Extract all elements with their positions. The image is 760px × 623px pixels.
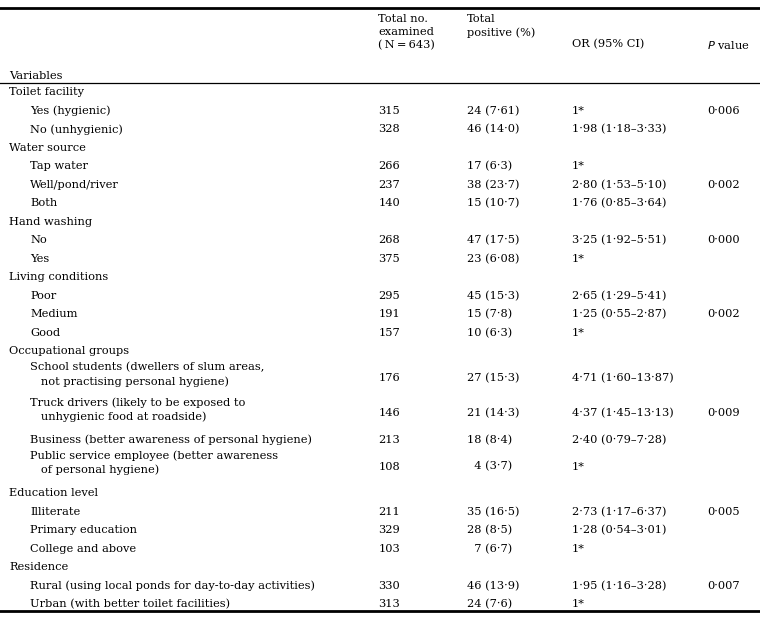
Text: 266: 266 (378, 161, 401, 171)
Text: 268: 268 (378, 235, 401, 245)
Text: 1*: 1* (572, 328, 584, 338)
Text: Tap water: Tap water (30, 161, 88, 171)
Text: Urban (with better toilet facilities): Urban (with better toilet facilities) (30, 599, 230, 609)
Text: Business (better awareness of personal hygiene): Business (better awareness of personal h… (30, 434, 312, 445)
Text: 0·002: 0·002 (707, 309, 739, 319)
Text: 15 (10·7): 15 (10·7) (467, 198, 519, 209)
Text: 211: 211 (378, 506, 401, 516)
Text: 1*: 1* (572, 254, 584, 264)
Text: 1*: 1* (572, 462, 584, 472)
Text: 330: 330 (378, 581, 401, 591)
Text: 3·25 (1·92–5·51): 3·25 (1·92–5·51) (572, 235, 666, 245)
Text: Yes: Yes (30, 254, 49, 264)
Text: 24 (7·61): 24 (7·61) (467, 105, 519, 116)
Text: 1·25 (0·55–2·87): 1·25 (0·55–2·87) (572, 309, 666, 320)
Text: No: No (30, 235, 47, 245)
Text: Variables: Variables (9, 70, 62, 80)
Text: Education level: Education level (9, 488, 98, 498)
Text: 7 (6·7): 7 (6·7) (467, 544, 512, 554)
Text: 45 (15·3): 45 (15·3) (467, 290, 519, 301)
Text: 28 (8·5): 28 (8·5) (467, 525, 512, 535)
Text: Primary education: Primary education (30, 525, 138, 535)
Text: Yes (hygienic): Yes (hygienic) (30, 105, 111, 116)
Text: 4 (3·7): 4 (3·7) (467, 462, 512, 472)
Text: 38 (23·7): 38 (23·7) (467, 179, 519, 190)
Text: 18 (8·4): 18 (8·4) (467, 435, 512, 445)
Text: 10 (6·3): 10 (6·3) (467, 328, 512, 338)
Text: Good: Good (30, 328, 61, 338)
Text: 0·002: 0·002 (707, 180, 739, 190)
Text: Residence: Residence (9, 562, 68, 573)
Text: 1·76 (0·85–3·64): 1·76 (0·85–3·64) (572, 198, 666, 209)
Text: Water source: Water source (9, 143, 86, 153)
Text: 1*: 1* (572, 161, 584, 171)
Text: 24 (7·6): 24 (7·6) (467, 599, 512, 609)
Text: Toilet facility: Toilet facility (9, 87, 84, 97)
Text: 1·98 (1·18–3·33): 1·98 (1·18–3·33) (572, 124, 666, 135)
Text: Living conditions: Living conditions (9, 272, 109, 282)
Text: 329: 329 (378, 525, 401, 535)
Text: 1·95 (1·16–3·28): 1·95 (1·16–3·28) (572, 581, 666, 591)
Text: 35 (16·5): 35 (16·5) (467, 506, 519, 517)
Text: 0·009: 0·009 (707, 408, 739, 418)
Text: 328: 328 (378, 124, 401, 134)
Text: 17 (6·3): 17 (6·3) (467, 161, 512, 171)
Text: Public service employee (better awareness
   of personal hygiene): Public service employee (better awarenes… (30, 451, 278, 475)
Text: Well/pond/river: Well/pond/river (30, 180, 119, 190)
Text: 46 (14·0): 46 (14·0) (467, 124, 519, 135)
Text: 0·000: 0·000 (707, 235, 739, 245)
Text: Medium: Medium (30, 309, 78, 319)
Text: Illiterate: Illiterate (30, 506, 81, 516)
Text: 191: 191 (378, 309, 401, 319)
Text: Both: Both (30, 198, 58, 208)
Text: 313: 313 (378, 599, 401, 609)
Text: Total no.
examined
( N = 643): Total no. examined ( N = 643) (378, 14, 435, 50)
Text: 237: 237 (378, 180, 401, 190)
Text: 1*: 1* (572, 544, 584, 554)
Text: 4·71 (1·60–13·87): 4·71 (1·60–13·87) (572, 373, 673, 383)
Text: 2·80 (1·53–5·10): 2·80 (1·53–5·10) (572, 179, 666, 190)
Text: 375: 375 (378, 254, 401, 264)
Text: 15 (7·8): 15 (7·8) (467, 309, 512, 320)
Text: College and above: College and above (30, 544, 137, 554)
Text: 2·40 (0·79–7·28): 2·40 (0·79–7·28) (572, 435, 666, 445)
Text: 1*: 1* (572, 106, 584, 116)
Text: 108: 108 (378, 462, 401, 472)
Text: 27 (15·3): 27 (15·3) (467, 373, 519, 383)
Text: Truck drivers (likely to be exposed to
   unhygienic food at roadside): Truck drivers (likely to be exposed to u… (30, 397, 245, 422)
Text: 0·005: 0·005 (707, 506, 739, 516)
Text: 0·007: 0·007 (707, 581, 739, 591)
Text: 2·73 (1·17–6·37): 2·73 (1·17–6·37) (572, 506, 666, 517)
Text: Hand washing: Hand washing (9, 217, 92, 227)
Text: 315: 315 (378, 106, 401, 116)
Text: Poor: Poor (30, 291, 57, 301)
Text: 157: 157 (378, 328, 401, 338)
Text: OR (95% CI): OR (95% CI) (572, 39, 644, 49)
Text: 47 (17·5): 47 (17·5) (467, 235, 519, 245)
Text: 23 (6·08): 23 (6·08) (467, 254, 519, 264)
Text: 21 (14·3): 21 (14·3) (467, 408, 519, 418)
Text: 140: 140 (378, 198, 401, 208)
Text: Occupational groups: Occupational groups (9, 346, 129, 356)
Text: 1·28 (0·54–3·01): 1·28 (0·54–3·01) (572, 525, 666, 535)
Text: 146: 146 (378, 408, 401, 418)
Text: 2·65 (1·29–5·41): 2·65 (1·29–5·41) (572, 290, 666, 301)
Text: $\mathit{P}$ value: $\mathit{P}$ value (707, 39, 749, 51)
Text: 103: 103 (378, 544, 401, 554)
Text: School students (dwellers of slum areas,
   not practising personal hygiene): School students (dwellers of slum areas,… (30, 363, 264, 387)
Text: 213: 213 (378, 435, 401, 445)
Text: 0·006: 0·006 (707, 106, 739, 116)
Text: 4·37 (1·45–13·13): 4·37 (1·45–13·13) (572, 408, 673, 418)
Text: 295: 295 (378, 291, 401, 301)
Text: 176: 176 (378, 373, 401, 383)
Text: Rural (using local ponds for day-to-day activities): Rural (using local ponds for day-to-day … (30, 581, 315, 591)
Text: 1*: 1* (572, 599, 584, 609)
Text: 46 (13·9): 46 (13·9) (467, 581, 519, 591)
Text: Total
positive (%): Total positive (%) (467, 14, 535, 38)
Text: No (unhygienic): No (unhygienic) (30, 124, 123, 135)
